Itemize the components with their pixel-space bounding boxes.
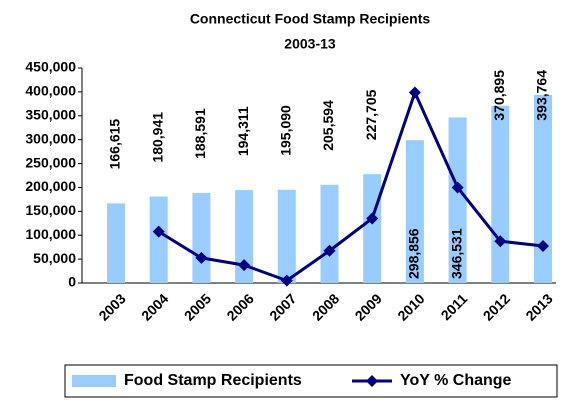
bar	[107, 203, 125, 283]
legend-swatch	[366, 375, 378, 387]
data-label: 227,705	[363, 89, 379, 140]
y-tick-label: 250,000	[25, 154, 76, 170]
y-tick-label: 0	[68, 274, 76, 290]
x-tick-label: 2012	[480, 290, 513, 323]
y-tick-label: 450,000	[25, 59, 76, 75]
x-tick-label: 2011	[438, 290, 471, 323]
data-label: 194,311	[235, 106, 251, 156]
line-marker	[238, 259, 251, 272]
bar	[235, 190, 254, 283]
x-tick-label: 2006	[223, 290, 256, 323]
bar	[405, 140, 424, 283]
bar	[192, 192, 211, 283]
y-tick-label: 400,000	[25, 83, 76, 99]
legend-label: Food Stamp Recipients	[124, 372, 302, 389]
legend-box	[64, 364, 558, 398]
line-marker	[537, 239, 549, 252]
data-label: 298,856	[406, 228, 422, 279]
x-tick-label: 2003	[95, 290, 128, 323]
data-label: 166,615	[107, 119, 123, 170]
x-tick-label: 2013	[522, 290, 555, 323]
chart-title: Connecticut Food Stamp Recipients	[190, 11, 431, 27]
x-tick-label: 2009	[352, 290, 385, 323]
line-marker	[408, 86, 421, 99]
bar	[448, 117, 467, 284]
line-marker	[195, 251, 208, 264]
legend-swatch	[72, 375, 116, 387]
bar	[277, 189, 296, 283]
x-tick-label: 2008	[309, 290, 342, 323]
line	[157, 88, 544, 283]
y-tick-label: 50,000	[33, 250, 76, 266]
data-label: 180,941	[149, 112, 165, 163]
data-label: 188,591	[192, 108, 208, 159]
data-label: 393,764	[534, 70, 550, 121]
bar	[320, 184, 339, 283]
x-tick-label: 2007	[266, 290, 299, 323]
x-tick-label: 2004	[138, 290, 171, 323]
data-label: 195,090	[278, 105, 294, 156]
line-marker	[451, 181, 464, 194]
line-marker	[366, 212, 379, 225]
line-marker	[494, 235, 507, 248]
bar	[491, 105, 510, 283]
bar	[149, 196, 168, 283]
bar	[534, 94, 552, 283]
data-label: 370,895	[491, 70, 507, 121]
legend-label: YoY % Change	[400, 372, 512, 389]
line-marker	[280, 274, 293, 287]
y-tick-label: 200,000	[25, 178, 76, 194]
bar	[363, 174, 382, 283]
line-marker	[152, 225, 165, 238]
x-tick-label: 2005	[181, 290, 214, 323]
line-marker	[323, 244, 336, 257]
data-label: 205,594	[320, 100, 336, 151]
y-tick-label: 150,000	[25, 202, 76, 218]
y-tick-label: 300,000	[25, 130, 76, 146]
y-tick-label: 350,000	[25, 106, 76, 122]
data-label: 346,531	[448, 228, 464, 279]
x-tick-label: 2010	[394, 290, 427, 323]
y-tick-label: 100,000	[25, 226, 76, 242]
chart-subtitle: 2003-13	[284, 36, 336, 52]
